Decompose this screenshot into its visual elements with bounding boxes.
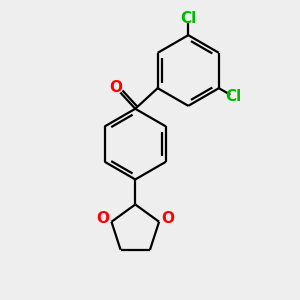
Text: O: O	[109, 80, 122, 94]
Text: Cl: Cl	[225, 89, 241, 104]
Text: O: O	[161, 212, 175, 226]
Text: Cl: Cl	[180, 11, 196, 26]
Text: O: O	[96, 212, 109, 226]
